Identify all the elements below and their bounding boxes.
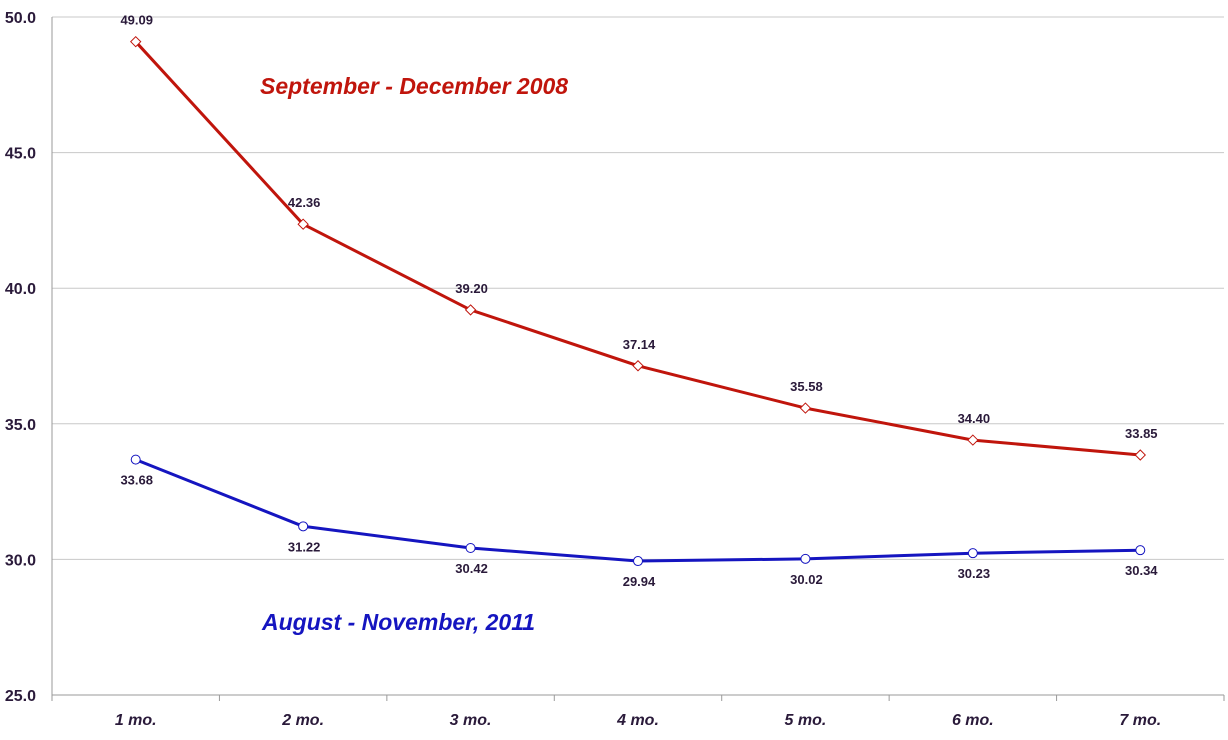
x-tick-label: 3 mo.: [450, 712, 492, 729]
data-label: 37.14: [623, 337, 656, 352]
data-point-marker: [1135, 545, 1146, 556]
data-point-marker: [799, 402, 812, 414]
data-label: 29.94: [623, 574, 656, 589]
y-tick-label: 40.0: [5, 281, 36, 298]
data-label: 30.02: [790, 572, 823, 587]
data-point-marker: [633, 556, 643, 567]
data-label: 34.40: [958, 411, 991, 426]
x-tick-label: 5 mo.: [785, 712, 827, 729]
data-label: 30.23: [958, 566, 991, 581]
series-label-2011: August - November, 2011: [261, 609, 535, 635]
data-label: 42.36: [288, 195, 321, 210]
data-point-marker: [967, 548, 978, 559]
series-1: 33.68 31.22 30.42 29.94 30.02 30.23 30.34: [120, 454, 1158, 589]
data-point-marker: [632, 360, 644, 372]
y-tick-label: 50.0: [5, 10, 36, 27]
axes: [51, 17, 1225, 701]
series-0: 49.09 42.36 39.20 37.14 35.58 34.40 33.85: [120, 13, 1158, 461]
data-point-marker: [1134, 449, 1146, 461]
data-point-marker: [297, 218, 309, 230]
y-tick-label: 35.0: [5, 417, 36, 434]
data-label: 35.58: [790, 379, 823, 394]
x-tick-label: 6 mo.: [952, 712, 994, 729]
x-axis-tick-labels: 1 mo. 2 mo. 3 mo. 4 mo. 5 mo. 6 mo. 7 mo.: [115, 712, 1161, 729]
data-point-marker: [800, 553, 811, 564]
data-point-marker: [130, 35, 142, 48]
data-label: 39.20: [455, 281, 488, 296]
series: 49.09 42.36 39.20 37.14 35.58 34.40 33.85 33.68…: [120, 13, 1158, 589]
y-tick-label: 30.0: [5, 552, 36, 569]
series-label-2008: September - December 2008: [260, 73, 568, 99]
y-tick-label: 45.0: [5, 146, 36, 163]
data-point-marker: [465, 543, 476, 554]
series-line-0: [134, 40, 1141, 457]
data-label: 49.09: [120, 13, 153, 28]
x-tick-label: 4 mo.: [616, 712, 659, 729]
data-label: 33.85: [1125, 426, 1158, 441]
x-tick-label: 2 mo.: [281, 712, 324, 729]
data-point-marker: [967, 434, 979, 446]
data-point-marker: [464, 304, 477, 316]
y-axis-tick-labels: 25.0 30.0 35.0 40.0 45.0 50.0: [5, 10, 36, 705]
data-label: 30.34: [1125, 563, 1158, 578]
data-point-marker: [130, 454, 141, 465]
data-label: 30.42: [455, 561, 488, 576]
gridlines: [52, 16, 1224, 560]
x-tick-label: 1 mo.: [115, 712, 157, 729]
y-tick-label: 25.0: [5, 688, 36, 705]
x-tick-label: 7 mo.: [1119, 712, 1161, 729]
series-line-1: [135, 458, 1141, 563]
data-point-marker: [298, 521, 309, 532]
data-label: 33.68: [120, 473, 153, 488]
data-label: 31.22: [288, 539, 321, 554]
